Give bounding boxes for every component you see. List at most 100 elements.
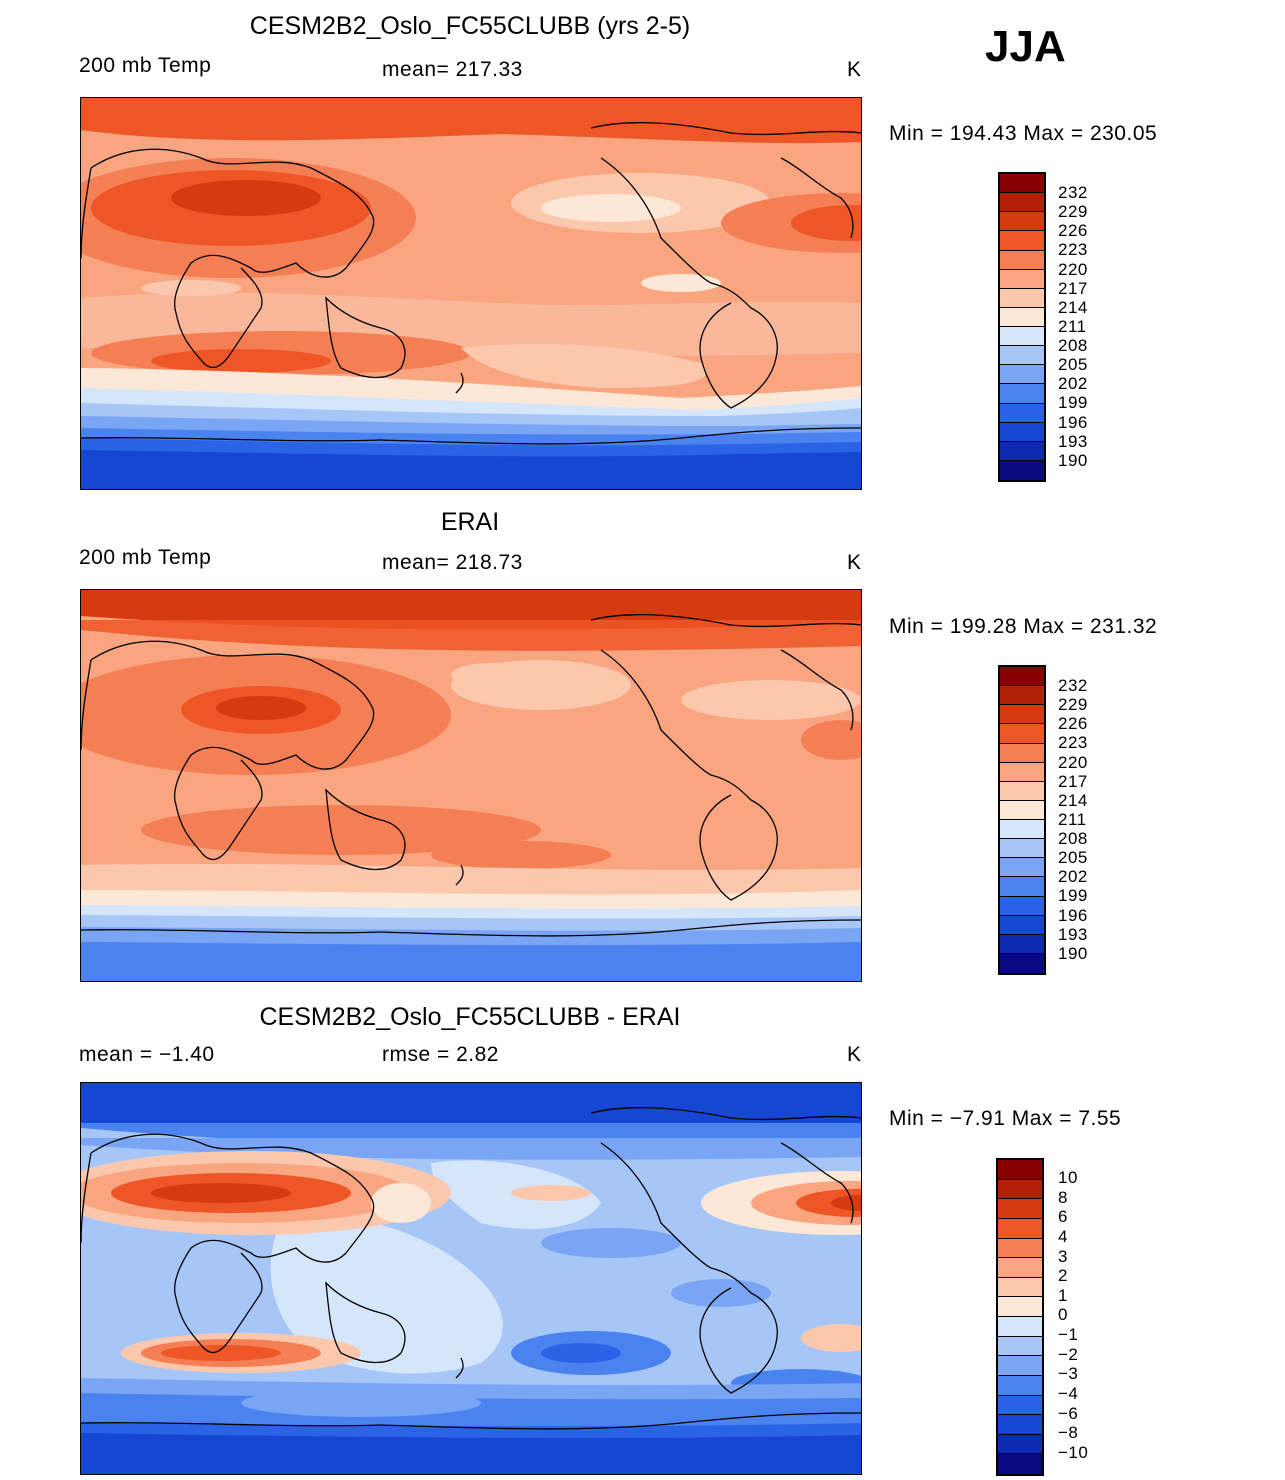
colorbar-tick-label: 220 bbox=[1058, 259, 1088, 279]
panel-2-contours bbox=[81, 590, 861, 981]
colorbar-swatch bbox=[998, 1160, 1042, 1180]
colorbar-tick-label: 190 bbox=[1058, 943, 1088, 963]
colorbar-swatch bbox=[1000, 403, 1044, 423]
colorbar-tick-label: 193 bbox=[1058, 431, 1088, 451]
colorbar-swatch bbox=[1000, 705, 1044, 725]
colorbar-tick-label: −6 bbox=[1058, 1403, 1079, 1423]
colorbar-tick-label: −4 bbox=[1058, 1383, 1079, 1403]
panel-1-variable-label: 200 mb Temp bbox=[79, 54, 212, 77]
panel-2-minmax: Min = 199.28 Max = 231.32 bbox=[889, 615, 1158, 638]
colorbar-swatch bbox=[1000, 915, 1044, 935]
colorbar-swatch bbox=[1000, 174, 1044, 194]
colorbar-swatch bbox=[998, 1277, 1042, 1298]
colorbar-swatch bbox=[1000, 231, 1044, 251]
panel-2-units: K bbox=[847, 551, 862, 574]
colorbar-tick-label: 211 bbox=[1058, 316, 1087, 336]
colorbar-swatch bbox=[1000, 877, 1044, 897]
panel-2-map bbox=[80, 589, 862, 982]
colorbar-tick-label: 226 bbox=[1058, 714, 1088, 734]
colorbar-swatch bbox=[998, 1395, 1042, 1416]
colorbar-tick-label: 6 bbox=[1058, 1207, 1068, 1227]
colorbar-swatch bbox=[1000, 327, 1044, 347]
colorbar-swatch bbox=[1000, 858, 1044, 878]
colorbar-tick-label: 229 bbox=[1058, 202, 1088, 222]
colorbar-swatch bbox=[1000, 365, 1044, 385]
colorbar-tick-label: 190 bbox=[1058, 450, 1088, 470]
panel-2-variable-label: 200 mb Temp bbox=[79, 546, 212, 569]
colorbar-swatch bbox=[1000, 667, 1044, 687]
colorbar-tick-label: 202 bbox=[1058, 867, 1088, 887]
colorbar-tick-label: 211 bbox=[1058, 809, 1087, 829]
colorbar-tick-label: 205 bbox=[1058, 848, 1088, 868]
colorbar-swatch bbox=[1000, 839, 1044, 859]
panel-3-minmax: Min = −7.91 Max = 7.55 bbox=[889, 1107, 1122, 1130]
panel-3-contours bbox=[81, 1083, 861, 1474]
colorbar-tick-label: 220 bbox=[1058, 752, 1088, 772]
colorbar-swatch bbox=[998, 1199, 1042, 1219]
panel-1-minmax: Min = 194.43 Max = 230.05 bbox=[889, 122, 1158, 145]
colorbar-swatch bbox=[1000, 250, 1044, 270]
colorbar-tick-label: 4 bbox=[1058, 1226, 1068, 1246]
colorbar-tick-label: 223 bbox=[1058, 240, 1088, 260]
panel-2-colorbar bbox=[998, 665, 1046, 975]
colorbar-swatch bbox=[1000, 896, 1044, 916]
colorbar-swatch bbox=[1000, 686, 1044, 706]
colorbar-swatch bbox=[1000, 441, 1044, 461]
colorbar-swatch bbox=[1000, 269, 1044, 289]
colorbar-swatch bbox=[1000, 288, 1044, 308]
colorbar-swatch bbox=[998, 1238, 1042, 1259]
colorbar-swatch bbox=[998, 1317, 1042, 1337]
colorbar-swatch bbox=[998, 1356, 1042, 1376]
panel-1-map bbox=[80, 97, 862, 490]
colorbar-swatch bbox=[1000, 193, 1044, 213]
colorbar-swatch bbox=[998, 1258, 1042, 1278]
colorbar-swatch bbox=[998, 1454, 1042, 1474]
colorbar-tick-label: 196 bbox=[1058, 905, 1088, 925]
colorbar-tick-label: 232 bbox=[1058, 676, 1088, 695]
colorbar-tick-label: 3 bbox=[1058, 1246, 1068, 1266]
panel-3-rmse-label: rmse = 2.82 bbox=[382, 1043, 499, 1066]
colorbar-swatch bbox=[998, 1375, 1042, 1396]
colorbar-tick-label: −10 bbox=[1058, 1442, 1089, 1462]
colorbar-tick-label: −8 bbox=[1058, 1423, 1079, 1443]
colorbar-tick-label: 223 bbox=[1058, 733, 1088, 753]
colorbar-tick-label: 2 bbox=[1058, 1266, 1068, 1286]
colorbar-tick-label: 0 bbox=[1058, 1305, 1068, 1325]
colorbar-tick-label: 217 bbox=[1058, 771, 1088, 791]
colorbar-tick-label: 199 bbox=[1058, 393, 1088, 413]
colorbar-swatch bbox=[1000, 934, 1044, 954]
colorbar-tick-label: 1 bbox=[1058, 1285, 1068, 1305]
panel-3-mean-label: mean = −1.40 bbox=[79, 1043, 215, 1066]
colorbar-tick-label: 196 bbox=[1058, 412, 1088, 432]
colorbar-tick-label: 214 bbox=[1058, 297, 1088, 317]
colorbar-tick-label: 214 bbox=[1058, 790, 1088, 810]
colorbar-tick-label: 229 bbox=[1058, 695, 1088, 715]
panel-2-mean-label: mean= 218.73 bbox=[382, 551, 523, 574]
colorbar-swatch bbox=[998, 1179, 1042, 1200]
colorbar-tick-label: 205 bbox=[1058, 355, 1088, 375]
panel-1-contours bbox=[81, 98, 861, 489]
colorbar-swatch bbox=[1000, 307, 1044, 327]
colorbar-swatch bbox=[1000, 781, 1044, 801]
colorbar-tick-label: 10 bbox=[1058, 1168, 1078, 1187]
colorbar-tick-label: −2 bbox=[1058, 1344, 1079, 1364]
colorbar-swatch bbox=[998, 1336, 1042, 1357]
colorbar-tick-label: 208 bbox=[1058, 336, 1088, 355]
colorbar-tick-label: −3 bbox=[1058, 1364, 1079, 1384]
colorbar-swatch bbox=[1000, 346, 1044, 366]
panel-2-title: ERAI bbox=[440, 508, 500, 536]
colorbar-tick-label: 208 bbox=[1058, 829, 1088, 848]
panel-1-colorbar bbox=[998, 172, 1046, 482]
colorbar-swatch bbox=[1000, 800, 1044, 820]
panel-3-units: K bbox=[847, 1043, 862, 1066]
colorbar-swatch bbox=[1000, 724, 1044, 744]
panel-1-units: K bbox=[847, 58, 862, 81]
season-label: JJA bbox=[985, 22, 1066, 71]
colorbar-swatch bbox=[998, 1434, 1042, 1455]
colorbar-tick-label: 199 bbox=[1058, 886, 1088, 906]
colorbar-swatch bbox=[998, 1415, 1042, 1435]
panel-3-map bbox=[80, 1082, 862, 1475]
colorbar-tick-label: −1 bbox=[1058, 1325, 1079, 1344]
colorbar-swatch bbox=[1000, 422, 1044, 442]
colorbar-tick-label: 8 bbox=[1058, 1187, 1068, 1207]
